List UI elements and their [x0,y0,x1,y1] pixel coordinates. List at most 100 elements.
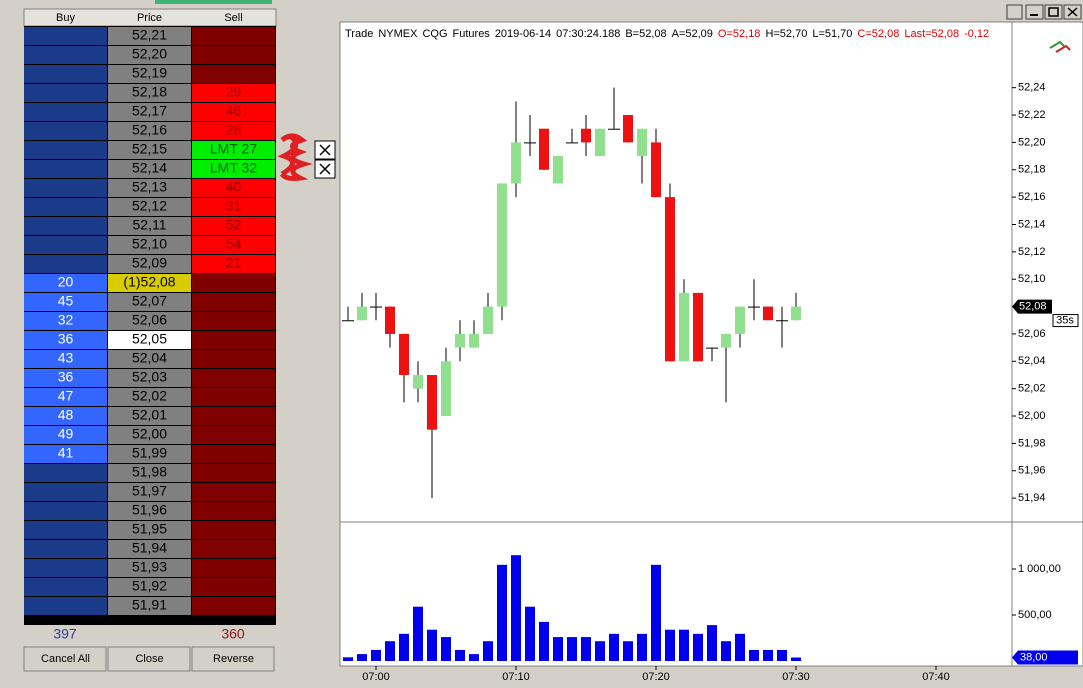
action-button[interactable] [23,646,107,672]
sell-cell[interactable] [192,198,275,216]
sell-cell[interactable] [192,578,275,596]
buy-cell [24,331,107,349]
y-tick-label: 52,04 [1018,355,1046,367]
header-text: 2019-06-14 [495,28,551,40]
restore-icon[interactable] [1006,4,1023,20]
header-text: H=52,70 [765,28,807,40]
volume-bar [553,637,563,661]
volume-bar [539,621,549,661]
price-label: 52,04 [132,350,167,366]
volume-bar [735,633,745,661]
sell-cell[interactable] [192,65,275,83]
y-tick-label: 51,98 [1018,437,1046,449]
column-header: Price [137,12,162,24]
candle-body [511,142,521,184]
sell-cell[interactable] [192,464,275,482]
sell-cell[interactable] [192,426,275,444]
price-label: 52,20 [132,46,167,62]
button-label: Reverse [213,653,254,665]
sell-quantity: 21 [226,255,242,271]
sell-cell[interactable] [192,255,275,273]
sell-quantity: 46 [226,103,242,119]
sell-cell[interactable] [192,540,275,558]
sell-cell[interactable] [192,141,275,159]
header-text: L=51,70 [812,28,852,40]
sell-cell[interactable] [192,27,275,45]
header-text: Last=52,08 [904,28,959,40]
sell-cell[interactable] [192,293,275,311]
y-tick-label: 52,10 [1018,273,1046,285]
sell-cell[interactable] [192,312,275,330]
price-cell [108,274,191,292]
column-header: Buy [56,12,75,24]
price-cell [108,350,191,368]
candle-body [776,320,788,322]
candle-body [706,347,718,349]
volume-bar [609,633,619,661]
trade-icon[interactable] [1049,40,1071,53]
window-buttons [1006,4,1082,20]
price-cell [108,255,191,273]
price-cell [108,122,191,140]
sell-cell[interactable] [192,597,275,615]
price-cell [108,502,191,520]
chart-area [339,21,1083,667]
volume-bar [637,633,647,661]
action-button[interactable] [107,646,191,672]
last-volume-label: 38,00 [1020,651,1048,663]
sell-cell[interactable] [192,103,275,121]
sell-quantity: 28 [226,122,242,138]
limit-order: LMT 32 [210,160,257,176]
price-label: 52,18 [132,84,167,100]
price-label: 52,15 [132,141,167,157]
sell-cell[interactable] [192,122,275,140]
sell-cell[interactable] [192,350,275,368]
candle-body [721,333,731,348]
candle-body [357,306,367,321]
buy-cell [24,578,107,596]
price-label: 52,02 [132,388,167,404]
price-cell [108,312,191,330]
sell-cell[interactable] [192,407,275,425]
candle-body [539,128,549,170]
minimize-button[interactable] [1025,4,1044,20]
sell-cell[interactable] [192,160,275,178]
price-cell [108,65,191,83]
sell-cell[interactable] [192,369,275,387]
sell-cell[interactable] [192,483,275,501]
buy-quantity: 48 [58,407,74,423]
sell-cell[interactable] [192,388,275,406]
sell-cell[interactable] [192,179,275,197]
price-cell [108,46,191,64]
price-cell [108,84,191,102]
y-tick-label: 52,16 [1018,191,1046,203]
sell-cell[interactable] [192,445,275,463]
buy-cell [24,141,107,159]
price-label: 51,99 [132,445,167,461]
header-text: C=52,08 [857,28,899,40]
header-text: -0,12 [964,28,989,40]
maximize-button[interactable] [1044,4,1063,20]
sell-cell[interactable] [192,274,275,292]
volume-bar [763,649,773,661]
sell-cell[interactable] [192,236,275,254]
sell-cell[interactable] [192,559,275,577]
sell-cell[interactable] [192,217,275,235]
sell-cell[interactable] [192,521,275,539]
price-cell [108,464,191,482]
price-cell [108,388,191,406]
buy-cell [24,46,107,64]
sell-cell[interactable] [192,331,275,349]
candle-body [763,306,773,321]
sell-cell[interactable] [192,502,275,520]
sell-cell[interactable] [192,84,275,102]
volume-bar [581,637,591,661]
price-cell [108,540,191,558]
action-button[interactable] [191,646,275,672]
buy-cell [24,65,107,83]
volume-bar [777,649,787,661]
sell-cell[interactable] [192,46,275,64]
buy-cell [24,160,107,178]
y-tick-label: 52,20 [1018,136,1046,148]
buy-quantity: 47 [58,388,74,404]
